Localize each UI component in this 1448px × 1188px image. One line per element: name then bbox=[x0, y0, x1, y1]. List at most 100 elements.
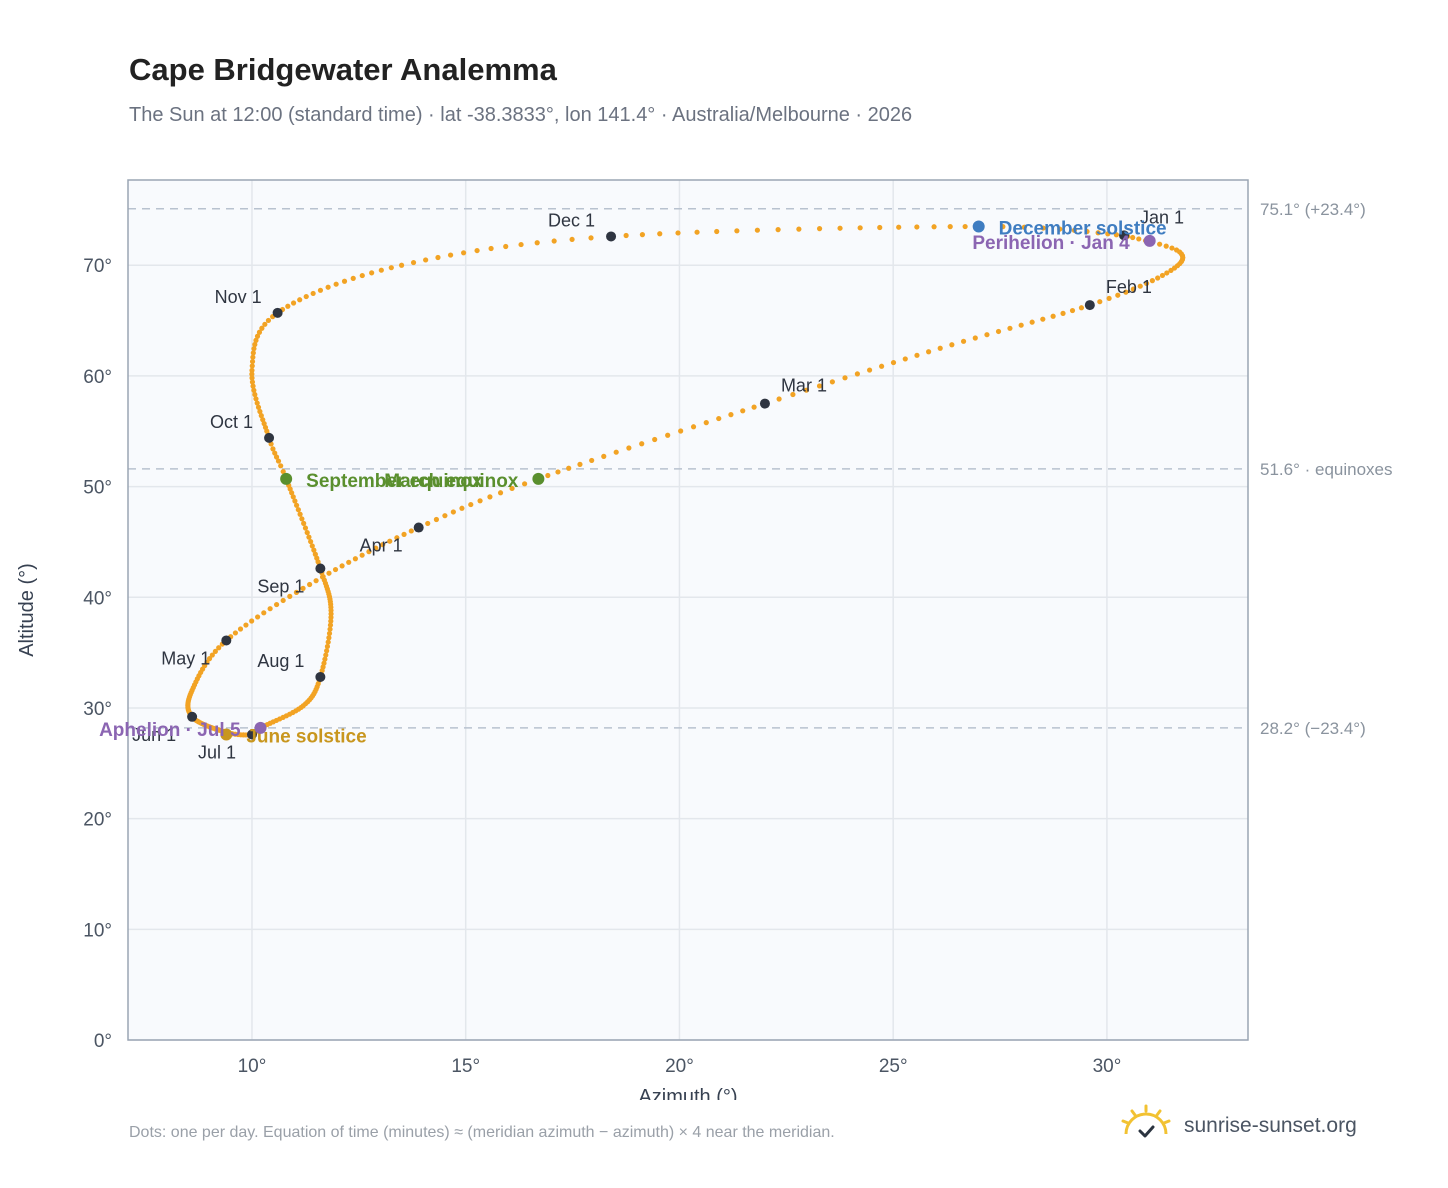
daily-dot bbox=[359, 552, 365, 558]
month-marker-label: Feb 1 bbox=[1106, 277, 1152, 297]
daily-dot bbox=[1113, 232, 1119, 238]
daily-dot bbox=[260, 417, 266, 423]
daily-dot bbox=[857, 225, 863, 231]
daily-dot bbox=[890, 359, 897, 366]
daily-dot bbox=[1105, 231, 1111, 237]
month-marker bbox=[315, 563, 326, 574]
month-marker-label: Apr 1 bbox=[360, 536, 403, 556]
daily-dot bbox=[589, 457, 595, 464]
daily-dot bbox=[212, 648, 218, 655]
daily-dot bbox=[754, 227, 760, 233]
y-tick-label: 60° bbox=[83, 367, 112, 388]
x-tick-label: 25° bbox=[879, 1056, 908, 1077]
daily-dot bbox=[518, 241, 524, 248]
daily-dot bbox=[324, 643, 331, 650]
daily-dot bbox=[254, 333, 261, 339]
daily-dot bbox=[309, 543, 315, 549]
daily-dot bbox=[292, 498, 298, 504]
daily-dot bbox=[325, 284, 331, 290]
daily-dot bbox=[877, 224, 883, 231]
sun-logo-icon bbox=[1120, 1104, 1172, 1149]
plot-area bbox=[128, 180, 1248, 1040]
daily-dot bbox=[258, 413, 264, 419]
daily-dot bbox=[639, 232, 646, 238]
daily-dot bbox=[290, 300, 297, 306]
daily-dot bbox=[1040, 225, 1046, 231]
month-marker bbox=[246, 729, 257, 740]
daily-dot bbox=[308, 538, 314, 545]
daily-dot bbox=[1169, 245, 1175, 251]
daily-dot bbox=[261, 421, 267, 427]
daily-dot bbox=[373, 545, 379, 551]
daily-dot bbox=[278, 463, 284, 469]
daily-dot bbox=[280, 468, 286, 475]
daily-dot bbox=[300, 585, 306, 591]
daily-dot bbox=[551, 238, 557, 244]
daily-dot bbox=[327, 622, 334, 628]
daily-dot bbox=[1123, 289, 1129, 295]
daily-dot bbox=[249, 371, 255, 377]
daily-dot bbox=[252, 341, 258, 348]
daily-dot bbox=[352, 556, 358, 562]
daily-dot bbox=[1000, 224, 1006, 230]
daily-dot bbox=[962, 223, 968, 230]
daily-dot bbox=[423, 257, 429, 263]
daily-dot bbox=[714, 228, 720, 235]
daily-dot bbox=[216, 645, 222, 651]
daily-dot bbox=[388, 265, 394, 271]
daily-dot bbox=[249, 379, 256, 385]
daily-dot bbox=[254, 400, 260, 406]
daily-dot bbox=[1164, 270, 1170, 276]
event-label: June solstice bbox=[246, 727, 366, 748]
daily-dot bbox=[350, 275, 356, 281]
brand-name[interactable]: sunrise-sunset.org bbox=[1184, 1114, 1357, 1137]
event-label: March equinox bbox=[384, 471, 519, 492]
daily-dot bbox=[995, 328, 1002, 335]
daily-dot bbox=[896, 224, 902, 230]
event-marker bbox=[532, 472, 545, 485]
daily-dot bbox=[740, 408, 746, 414]
daily-dot bbox=[1057, 226, 1063, 232]
daily-dot bbox=[1018, 322, 1024, 328]
daily-dot bbox=[1097, 299, 1103, 305]
daily-dot bbox=[509, 485, 515, 492]
y-tick-label: 20° bbox=[83, 810, 112, 831]
month-marker-label: Sep 1 bbox=[257, 576, 304, 596]
daily-dot bbox=[816, 226, 823, 232]
daily-dot bbox=[323, 652, 329, 658]
daily-dot bbox=[960, 338, 967, 344]
brand[interactable]: sunrise-sunset.org bbox=[1120, 1104, 1357, 1148]
daily-dot bbox=[675, 230, 681, 236]
daily-dot bbox=[328, 618, 334, 624]
daily-dot bbox=[251, 387, 257, 393]
month-marker-label: Oct 1 bbox=[210, 412, 253, 432]
daily-dot bbox=[250, 350, 256, 356]
daily-dot bbox=[503, 243, 509, 250]
daily-dot bbox=[816, 383, 823, 389]
month-marker bbox=[413, 522, 424, 533]
daily-dot bbox=[829, 379, 835, 385]
daily-dot bbox=[459, 505, 465, 511]
chart-subtitle: The Sun at 12:00 (standard time) · lat -… bbox=[129, 104, 913, 126]
event-label: Aphelion · Jul 5 bbox=[99, 720, 241, 741]
daily-dot bbox=[1115, 292, 1121, 298]
daily-dot bbox=[1040, 316, 1046, 322]
daily-dot bbox=[346, 559, 352, 565]
y-tick-label: 40° bbox=[83, 588, 112, 609]
daily-dot bbox=[931, 224, 937, 230]
event-marker bbox=[220, 728, 233, 741]
daily-dot bbox=[728, 412, 734, 418]
daily-dot bbox=[253, 396, 259, 402]
daily-dot bbox=[926, 349, 932, 355]
daily-dot bbox=[477, 498, 483, 504]
x-tick-label: 10° bbox=[238, 1056, 267, 1077]
daily-dot bbox=[1143, 280, 1150, 286]
y-axis-ticks: 0° 10° 20° 30° 40° 50° 60° 70° bbox=[83, 256, 112, 1052]
daily-dot bbox=[285, 303, 291, 309]
daily-dot bbox=[555, 469, 561, 475]
y-tick-label: 30° bbox=[83, 699, 112, 720]
daily-dot bbox=[566, 465, 572, 471]
daily-dot bbox=[243, 622, 249, 628]
daily-dot bbox=[796, 226, 802, 232]
month-marker bbox=[606, 231, 617, 242]
